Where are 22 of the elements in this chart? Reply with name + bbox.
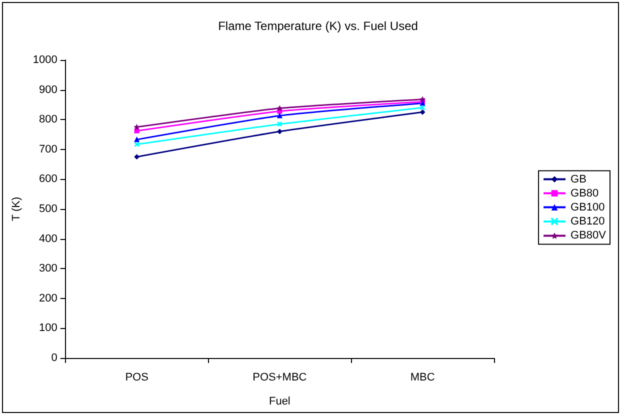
- legend-label: GB120: [570, 216, 605, 228]
- y-tick-label: 700: [39, 143, 58, 156]
- x-tick-label: MBC: [410, 372, 435, 384]
- x-tick-label: POS+MBC: [252, 372, 307, 384]
- legend-label: GB80V: [570, 230, 607, 242]
- y-axis-title: T (K): [10, 196, 22, 222]
- y-tick-label: 400: [39, 232, 58, 245]
- y-tick-label: 100: [39, 322, 58, 334]
- y-tick-label: 200: [39, 292, 58, 304]
- chart-title: Flame Temperature (K) vs. Fuel Used: [218, 19, 418, 33]
- x-axis-title: Fuel: [268, 396, 290, 408]
- x-tick-label: POS: [125, 372, 148, 384]
- y-tick-label: 1000: [32, 54, 58, 66]
- y-tick-label: 900: [39, 84, 58, 96]
- legend-label: GB100: [570, 201, 605, 214]
- y-tick-label: 500: [39, 203, 58, 215]
- y-tick-label: 300: [39, 262, 58, 275]
- legend-label: GB80: [570, 187, 599, 200]
- y-tick-label: 0: [51, 352, 58, 364]
- y-tick-label: 600: [39, 173, 58, 186]
- legend-label: GB: [570, 173, 586, 186]
- y-tick-label: 800: [39, 114, 58, 126]
